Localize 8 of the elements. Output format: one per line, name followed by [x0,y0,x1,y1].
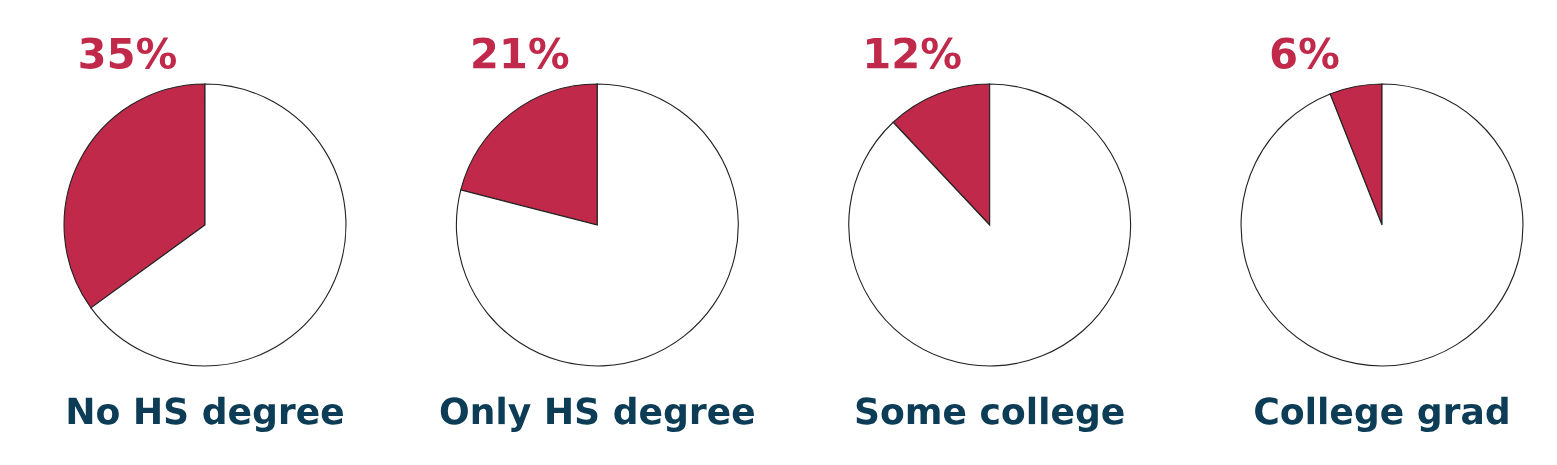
text: No HS degree [68,396,343,432]
text: Some college [856,396,1124,432]
text: Only HS degree [440,396,754,432]
data-label: 6% [1271,37,1339,69]
text: College grad [1255,396,1508,432]
data-label: 35% [80,37,177,69]
data-label: 21% [473,37,569,69]
data-label: 12% [866,37,961,69]
